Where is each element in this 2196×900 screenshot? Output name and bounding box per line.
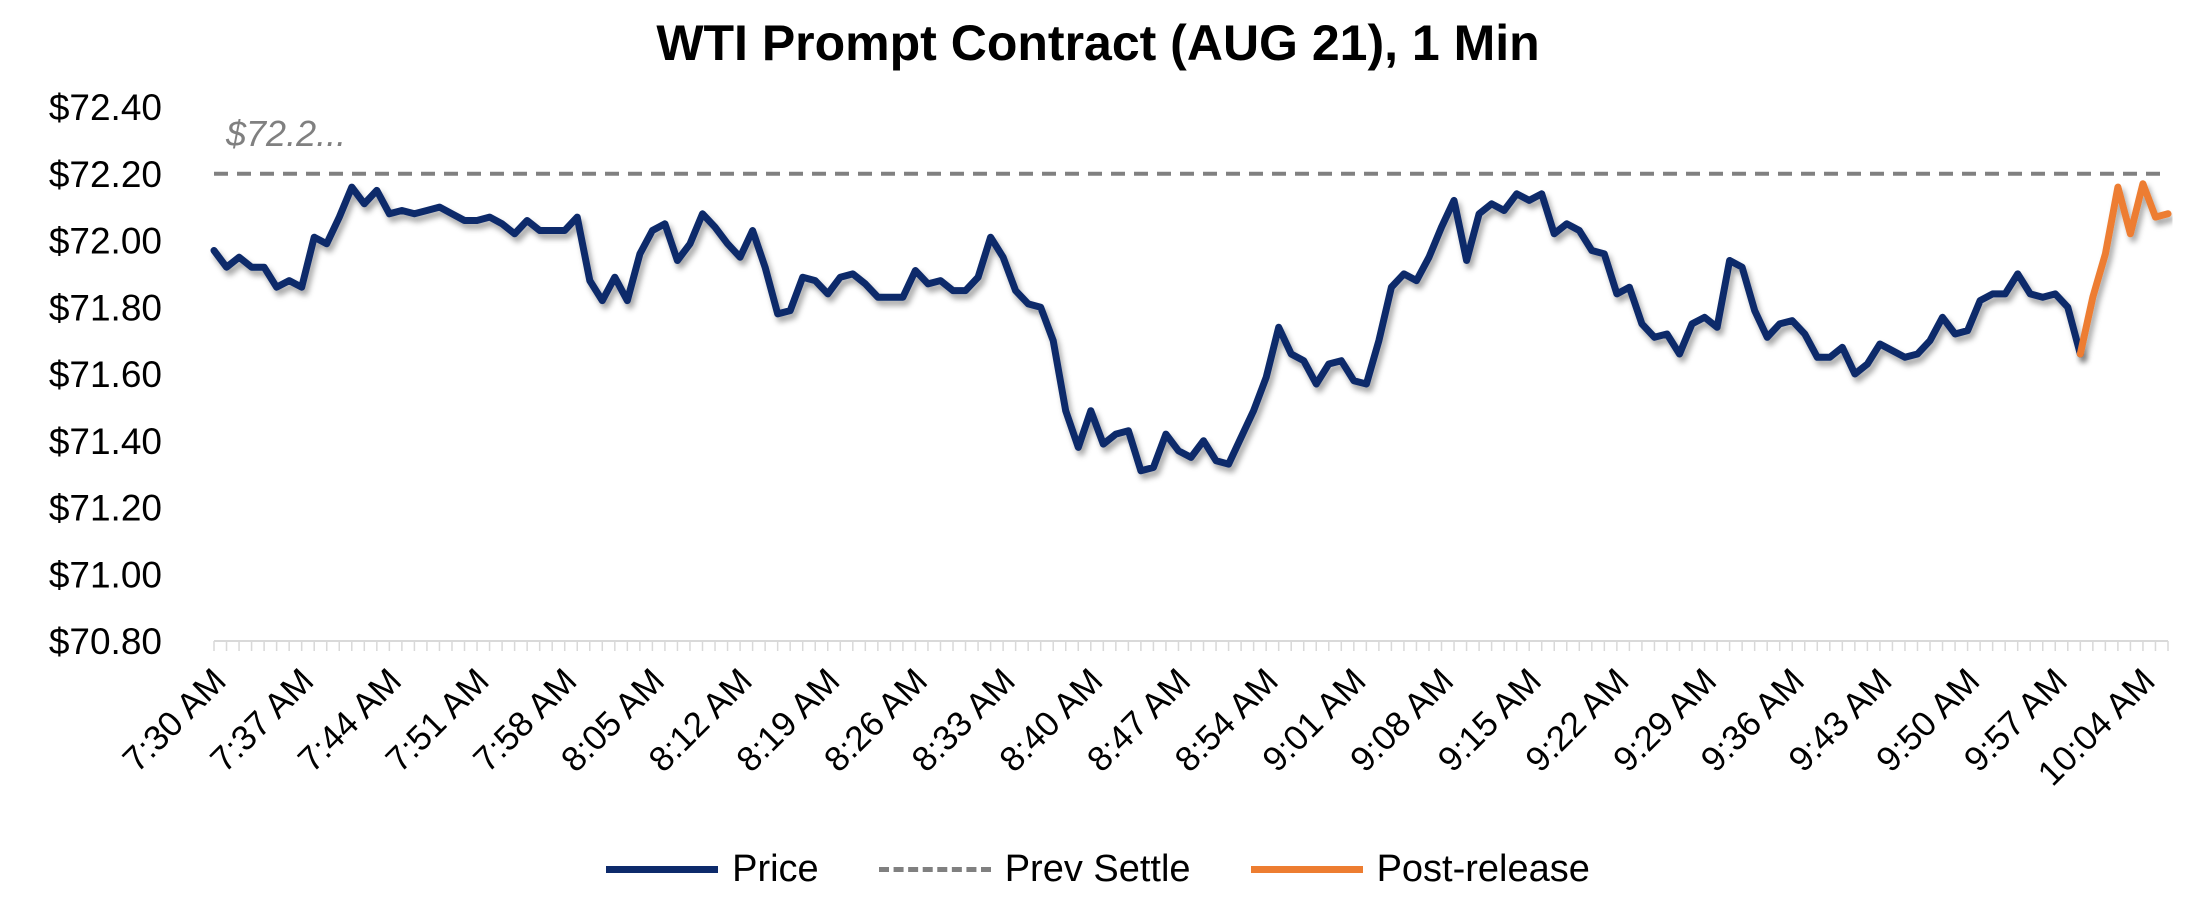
y-axis: $70.80 $71.00 $71.20 $71.40 $71.60 $71.80 $72.…	[49, 87, 162, 662]
y-tick-label: $71.80	[49, 287, 162, 328]
prev-settle-line: $72.2...	[214, 113, 2168, 176]
y-tick-label: $72.40	[49, 87, 162, 128]
x-axis: 7:30 AM7:37 AM7:44 AM7:51 AM7:58 AM8:05 …	[115, 640, 2169, 793]
series-line-post-release	[2076, 180, 2172, 358]
y-tick-label: $71.60	[49, 354, 162, 395]
legend-item-post-release: Post-release	[1250, 848, 1590, 891]
chart-title: WTI Prompt Contract (AUG 21), 1 Min	[656, 15, 1540, 71]
legend-swatch-post-release	[1250, 866, 1363, 873]
legend-item-prev-settle: Prev Settle	[878, 848, 1191, 891]
series-layer	[210, 180, 2172, 475]
y-tick-label: $70.80	[49, 621, 162, 662]
legend-label-price: Price	[732, 848, 819, 890]
y-tick-label: $71.40	[49, 421, 162, 462]
legend-item-price: Price	[606, 848, 819, 891]
series-line-price	[210, 183, 2084, 475]
legend-swatch-price	[606, 866, 719, 873]
legend-label-prev-settle: Prev Settle	[1004, 848, 1191, 890]
legend-label-post-release: Post-release	[1376, 848, 1590, 890]
y-tick-label: $72.00	[49, 221, 162, 262]
legend: Price Prev Settle Post-release	[0, 848, 2196, 891]
y-tick-label: $72.20	[49, 154, 162, 195]
y-tick-label: $71.00	[49, 554, 162, 595]
y-tick-label: $71.20	[49, 488, 162, 529]
legend-swatch-prev-settle	[878, 867, 991, 872]
prev-settle-label: $72.2...	[225, 113, 346, 154]
